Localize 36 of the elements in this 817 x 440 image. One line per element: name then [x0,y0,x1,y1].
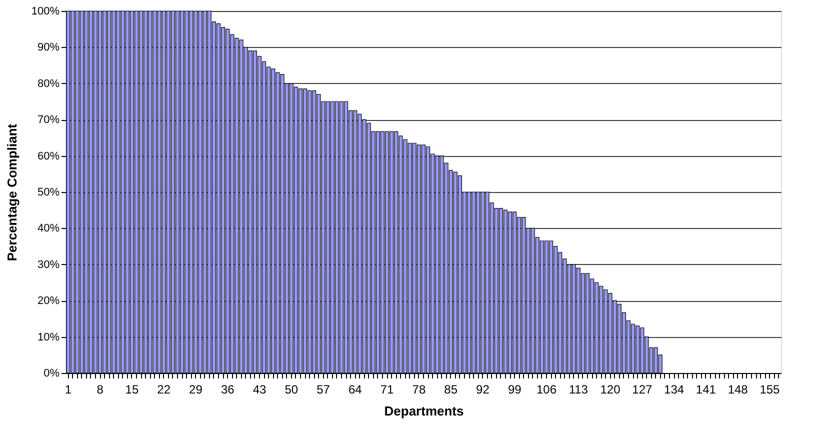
x-tick-label: 29 [189,382,203,396]
y-tick-label: 80% [37,78,60,90]
y-tick-label: 60% [37,150,60,162]
y-tick-label: 40% [37,222,60,235]
y-tick-label: 20% [37,295,60,308]
x-tick-label: 50 [284,382,298,396]
y-tick-label: 0% [44,368,60,380]
x-axis-title: Departments [384,404,464,418]
x-tick-label: 99 [508,382,522,396]
x-tick-label: 85 [444,382,458,396]
x-tick-label: 106 [536,382,557,396]
x-tick-label: 78 [412,382,426,396]
x-tick-label: 148 [728,382,748,396]
x-tick-label: 127 [632,382,652,396]
x-tick-label: 71 [380,382,394,396]
x-tick-label: 43 [252,382,266,396]
x-tick-label: 120 [600,382,621,396]
x-tick-label: 155 [760,382,780,396]
x-tick-label: 8 [96,382,104,396]
x-tick-label: 36 [220,382,235,396]
y-axis-title: Percentage Compliant [4,123,20,262]
y-tick-label: 30% [37,258,60,271]
x-tick-label: 141 [696,382,716,396]
x-tick-label: 92 [476,382,490,396]
x-tick-label: 1 [64,382,72,396]
y-tick-label: 90% [37,42,60,54]
y-tick-label: 10% [37,331,60,344]
x-tick-label: 64 [348,382,362,396]
y-tick-label: 50% [37,186,60,198]
x-tick-label: 134 [664,382,684,396]
x-tick-label: 57 [316,382,330,396]
y-tick-label: 70% [37,114,60,126]
x-tick-label: 15 [125,382,139,396]
x-tick-label: 22 [157,382,171,396]
x-tick-label: 113 [568,382,588,396]
y-tick-label: 100% [31,6,60,18]
